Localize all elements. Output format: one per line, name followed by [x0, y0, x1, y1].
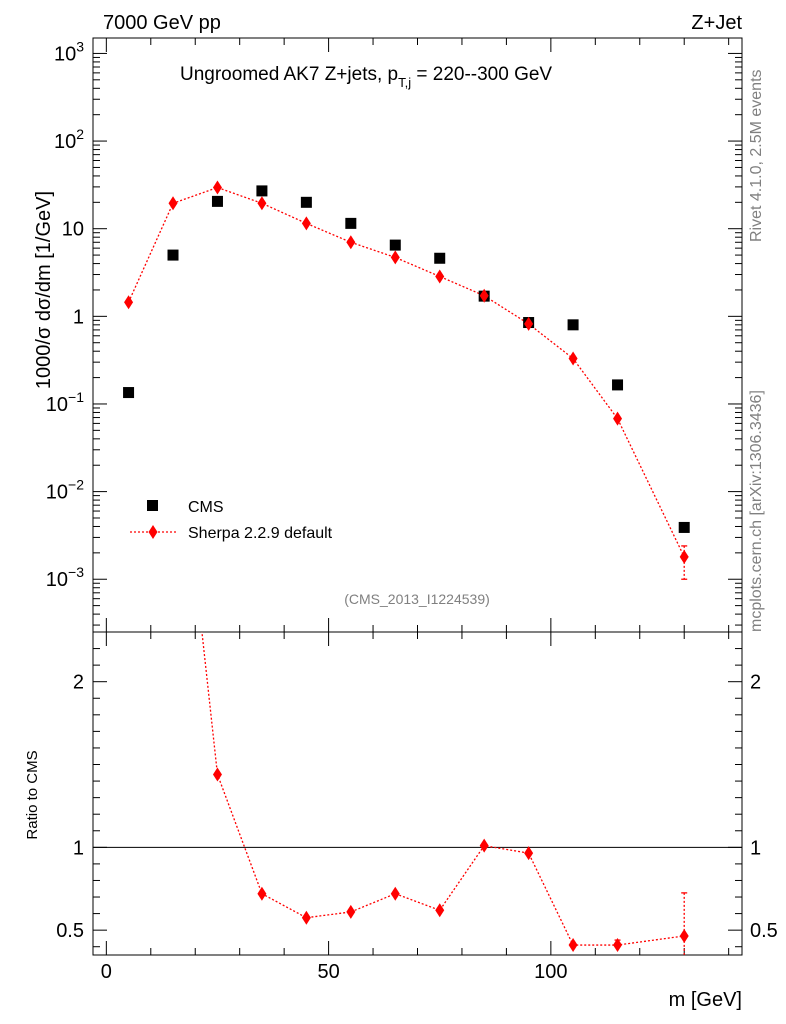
y-tick-label-base: 1 [73, 306, 84, 328]
cms-data-point [300, 196, 312, 208]
sherpa-data-point [613, 411, 623, 426]
y-tick-label: 10−3 [46, 564, 84, 591]
ratio-data-point [613, 938, 623, 953]
sherpa-data-point [212, 180, 222, 195]
y-tick-label-exponent: 2 [76, 126, 84, 142]
y-tick-label-base: 10 [46, 569, 68, 591]
plot-title-main: Ungroomed AK7 Z+jets, p [180, 64, 398, 85]
y-tick-label-exponent: −3 [68, 564, 84, 580]
sherpa-data-point [168, 196, 178, 211]
sherpa-data-point [301, 216, 311, 231]
y-tick-label-base: 10 [46, 394, 68, 416]
ratio-data-point [679, 928, 689, 943]
cms-data-point [612, 379, 624, 391]
legend-sherpa-label: Sherpa 2.2.9 default [188, 525, 333, 542]
rivet-version-label: Rivet 4.1.0, 2.5M events [748, 69, 765, 242]
plot-title-subscript: T,j [398, 75, 411, 90]
ratio-tick-label-left: 1 [73, 837, 84, 859]
y-tick-label: 1 [73, 306, 84, 328]
sherpa-data-point [435, 269, 445, 284]
ratio-plot-frame [92, 631, 743, 956]
y-tick-label: 103 [54, 38, 84, 65]
ratio-data-point [435, 903, 445, 918]
ratio-data-point [301, 910, 311, 925]
ratio-data-point [568, 938, 578, 953]
cms-data-point [389, 239, 401, 251]
legend-cms-label: CMS [188, 499, 224, 516]
analysis-id-label: (CMS_2013_I1224539) [344, 591, 490, 607]
y-axis-label: 1000/σ dσ/dm [1/GeV] [33, 191, 55, 389]
sherpa-data-point [568, 351, 578, 366]
legend-cms-marker [147, 500, 158, 511]
ratio-data-point [257, 886, 267, 901]
ratio-tick-label-right: 0.5 [750, 920, 778, 942]
y-tick-label-base: 10 [46, 482, 68, 504]
ratio-series-group [169, 360, 689, 955]
plot-title: Ungroomed AK7 Z+jets, pT,j = 220--300 Ge… [180, 64, 552, 90]
ratio-data-point [212, 767, 222, 782]
ratio-data-point [169, 360, 178, 374]
sherpa-data-point [479, 288, 489, 303]
ratio-data-point [479, 838, 489, 853]
y-tick-label-base: 10 [62, 219, 84, 241]
ratio-data-point [346, 904, 356, 919]
sherpa-data-point [346, 235, 356, 250]
legend: CMS Sherpa 2.2.9 default [130, 499, 333, 542]
legend-sherpa-marker [148, 525, 158, 539]
cms-data-point [211, 195, 223, 207]
y-tick-label-exponent: −2 [68, 477, 84, 493]
cms-data-point [567, 319, 579, 331]
ratio-tick-label-left: 2 [73, 672, 84, 694]
cms-data-point [345, 217, 357, 229]
mcplots-reference-label: mcplots.cern.ch [arXiv:1306.3436] [748, 390, 765, 632]
ratio-tick-label-right: 2 [750, 672, 761, 694]
x-tick-label: 0 [101, 961, 112, 983]
y-tick-label: 10−1 [46, 389, 84, 416]
x-axis-label: m [GeV] [669, 989, 742, 1011]
cms-data-point [678, 521, 690, 533]
ratio-tick-label-left: 0.5 [56, 920, 84, 942]
y-tick-label: 102 [54, 126, 84, 153]
main-plot-frame [92, 37, 743, 633]
sherpa-data-point [257, 196, 267, 211]
cms-data-point [256, 185, 268, 197]
header-process-label: Z+Jet [691, 12, 742, 34]
ratio-data-point [524, 846, 534, 861]
sherpa-data-point [524, 316, 534, 331]
y-tick-label-exponent: 3 [76, 38, 84, 54]
y-tick-label-base: 10 [54, 131, 76, 153]
y-tick-label-exponent: −1 [68, 389, 84, 405]
x-tick-label: 50 [317, 961, 339, 983]
sherpa-data-point [390, 250, 400, 265]
ratio-series-line [201, 632, 685, 946]
sherpa-data-point [679, 549, 689, 564]
header-energy-label: 7000 GeV pp [103, 12, 221, 34]
y-tick-label-base: 10 [54, 43, 76, 65]
plot-title-tail: = 220--300 GeV [411, 64, 552, 85]
cms-data-point [434, 252, 446, 264]
y-tick-label: 10 [62, 219, 84, 241]
ratio-axis-label: Ratio to CMS [24, 750, 41, 839]
y-tick-label: 10−2 [46, 477, 84, 504]
ratio-data-point [390, 886, 400, 901]
ratio-tick-label-right: 1 [750, 837, 761, 859]
cms-data-point [167, 249, 179, 261]
sherpa-data-point [124, 295, 134, 310]
cms-data-point [123, 387, 135, 399]
x-tick-label: 100 [534, 961, 567, 983]
